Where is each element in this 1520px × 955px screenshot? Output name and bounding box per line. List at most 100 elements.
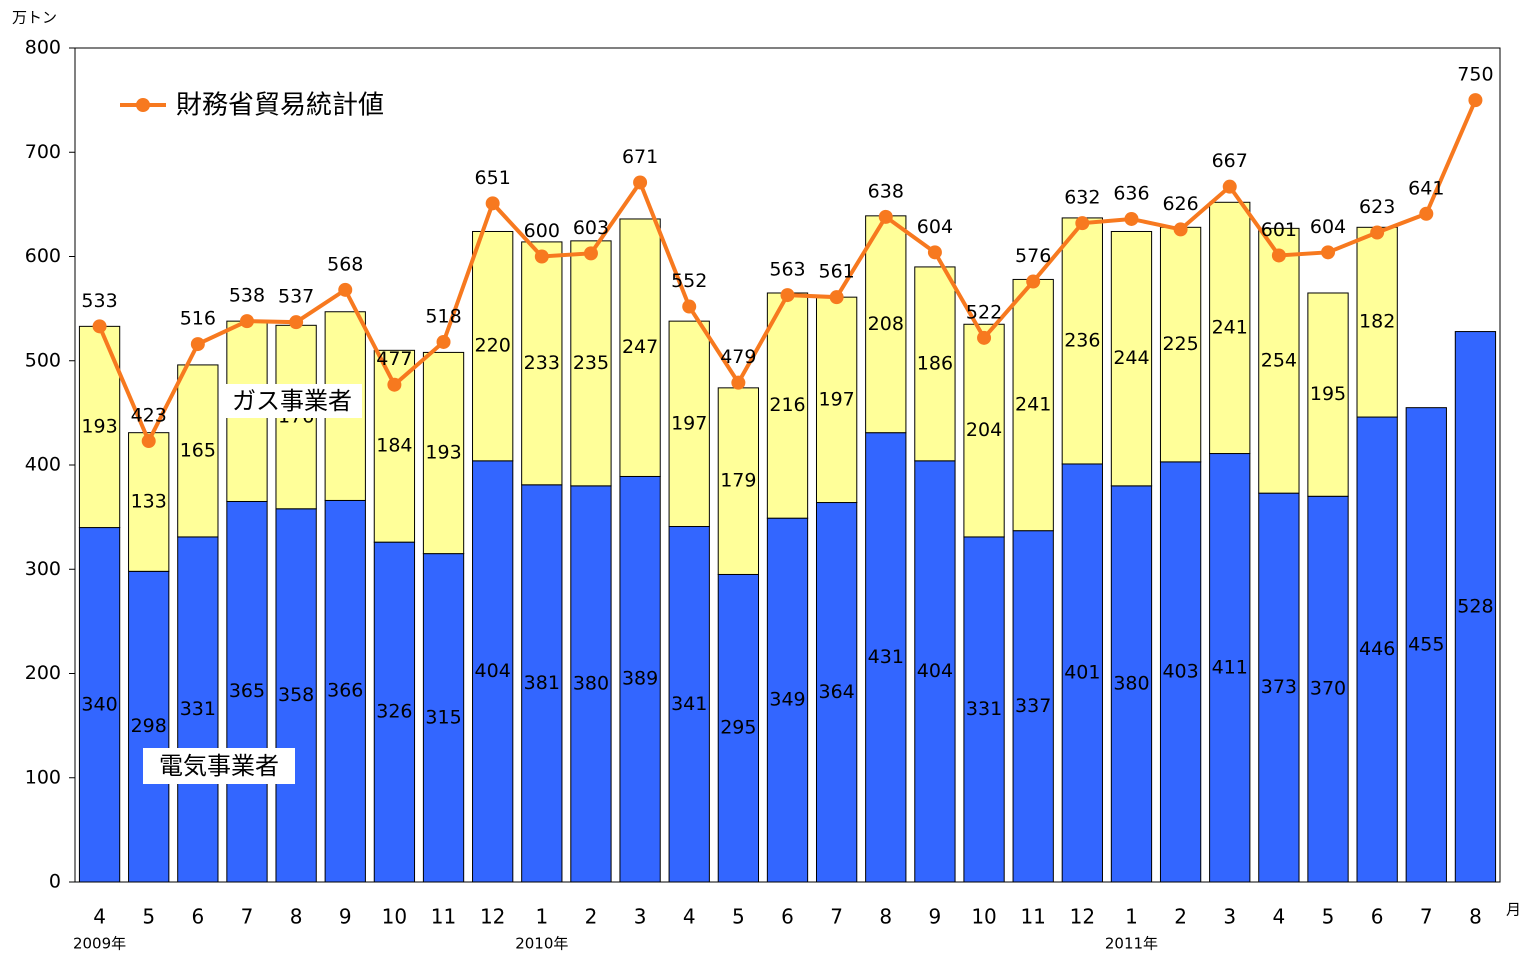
value-label: 165 — [180, 439, 216, 461]
x-tick-label: 3 — [1223, 905, 1236, 929]
bar — [1061, 463, 1103, 883]
x-tick-label: 4 — [1273, 905, 1286, 929]
value-label: 184 — [376, 435, 412, 457]
y-tick-label: 400 — [25, 454, 61, 476]
value-label: 326 — [376, 701, 412, 723]
value-label: 331 — [180, 698, 216, 720]
value-label: 626 — [1162, 193, 1198, 215]
bar — [1356, 416, 1398, 883]
value-label: 561 — [819, 261, 855, 283]
value-label: 603 — [573, 217, 609, 239]
value-label: 411 — [1212, 656, 1248, 678]
value-label: 315 — [425, 706, 461, 728]
value-label: 538 — [229, 285, 265, 307]
bar — [766, 292, 809, 519]
value-label: 638 — [868, 180, 904, 202]
bar — [226, 500, 268, 883]
bar — [570, 485, 612, 883]
value-label: 133 — [131, 491, 167, 513]
value-label: 241 — [1015, 394, 1051, 416]
bar — [914, 266, 956, 462]
x-tick-label: 2 — [1174, 905, 1187, 929]
x-tick-label: 12 — [1070, 905, 1095, 929]
value-label: 528 — [1457, 595, 1493, 617]
x-tick-label: 11 — [1020, 905, 1045, 929]
value-label: 364 — [819, 681, 855, 703]
bar — [815, 502, 858, 883]
line-point — [1026, 274, 1041, 289]
y-tick-label: 0 — [49, 871, 61, 893]
line-point — [485, 196, 500, 211]
year-label: 2009年 — [73, 935, 126, 953]
value-label: 365 — [229, 680, 265, 702]
line-point — [1124, 211, 1139, 226]
value-label: 552 — [671, 270, 707, 292]
bar — [128, 432, 170, 572]
x-tick-label: 1 — [1125, 905, 1138, 929]
bar — [472, 460, 514, 883]
bar — [1307, 292, 1349, 497]
value-label: 349 — [769, 689, 805, 711]
line-point — [1419, 206, 1434, 221]
y-tick-label: 200 — [25, 662, 61, 684]
bar — [1356, 226, 1398, 418]
line-point — [977, 330, 992, 345]
x-tick-label: 8 — [1469, 905, 1482, 929]
value-label: 208 — [868, 313, 904, 335]
bar — [1012, 530, 1054, 883]
line-point — [338, 282, 353, 297]
value-label: 193 — [81, 415, 117, 437]
bar — [1209, 201, 1251, 455]
value-label: 477 — [376, 348, 412, 370]
x-tick-label: 10 — [971, 905, 996, 929]
line-point — [878, 209, 893, 224]
x-tick-label: 7 — [241, 905, 254, 929]
bar — [78, 527, 121, 883]
line-point — [92, 319, 107, 334]
value-label: 370 — [1310, 678, 1346, 700]
y-tick-label: 700 — [25, 141, 61, 163]
value-label: 518 — [425, 305, 461, 327]
value-label: 479 — [720, 346, 756, 368]
value-label: 380 — [573, 672, 609, 694]
bar — [668, 526, 710, 883]
value-label: 358 — [278, 684, 314, 706]
bar — [1258, 492, 1300, 883]
line-point — [1271, 248, 1286, 263]
x-tick-label: 9 — [339, 905, 352, 929]
annotation: 電気事業者 — [159, 752, 279, 780]
value-label: 404 — [475, 660, 511, 682]
value-label: 331 — [966, 698, 1002, 720]
value-label: 423 — [131, 405, 167, 427]
year-label: 2011年 — [1105, 935, 1158, 953]
value-label: 604 — [1310, 216, 1346, 238]
value-label: 186 — [917, 352, 953, 374]
value-label: 341 — [671, 693, 707, 715]
bar — [1209, 453, 1251, 883]
bar — [963, 323, 1005, 538]
value-label: 641 — [1408, 177, 1444, 199]
value-label: 623 — [1359, 196, 1395, 218]
line-point — [1075, 216, 1090, 231]
line-point — [780, 288, 795, 303]
value-label: 389 — [622, 668, 658, 690]
value-label: 455 — [1408, 633, 1444, 655]
value-label: 404 — [917, 660, 953, 682]
value-label: 601 — [1261, 219, 1297, 241]
line-point — [1321, 245, 1336, 260]
x-tick-label: 1 — [535, 905, 548, 929]
x-tick-label: 8 — [290, 905, 303, 929]
y-tick-label: 500 — [25, 349, 61, 371]
bar — [570, 240, 612, 487]
bar — [521, 484, 563, 883]
value-label: 197 — [671, 412, 707, 434]
x-tick-label: 11 — [431, 905, 456, 929]
value-label: 600 — [524, 220, 560, 242]
value-label: 401 — [1064, 661, 1100, 683]
line-point — [239, 314, 254, 329]
value-label: 366 — [327, 680, 363, 702]
value-label: 667 — [1212, 150, 1248, 172]
value-label: 195 — [1310, 383, 1346, 405]
value-label: 179 — [720, 470, 756, 492]
value-label: 651 — [475, 167, 511, 189]
